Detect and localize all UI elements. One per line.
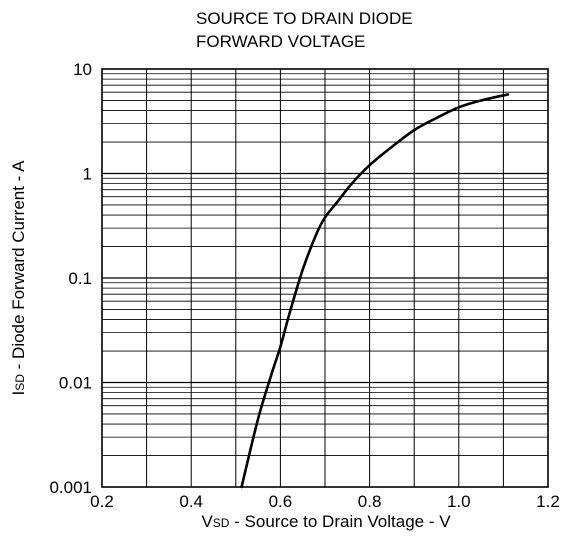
x-tick-label: 1.2 — [536, 492, 560, 511]
x-axis-label-main: V — [201, 512, 213, 531]
major-grid — [102, 69, 548, 487]
x-tick-label: 0.2 — [90, 492, 114, 511]
plot-frame — [101, 68, 549, 488]
y-axis-label: ISD - Diode Forward Current - A — [9, 161, 29, 396]
x-tick-label: 0.6 — [269, 492, 293, 511]
x-axis-ticks: 0.2 0.4 0.6 0.8 1.0 1.2 — [90, 492, 560, 511]
y-tick-label: 1 — [83, 165, 92, 184]
chart-title-line-1: SOURCE TO DRAIN DIODE — [196, 9, 413, 28]
x-tick-label: 1.0 — [447, 492, 471, 511]
x-axis-label: VSD - Source to Drain Voltage - V — [201, 512, 450, 532]
y-axis-label-rest: - Diode Forward Current - A — [9, 160, 28, 375]
y-tick-label: 0.001 — [49, 478, 92, 497]
x-axis-label-rest: - Source to Drain Voltage - V — [229, 512, 451, 531]
y-tick-label: 0.1 — [68, 269, 92, 288]
y-axis-label-main: I — [9, 390, 28, 396]
y-tick-label: 10 — [73, 60, 92, 79]
chart-title-line-2: FORWARD VOLTAGE — [196, 32, 366, 51]
x-axis-label-sub: SD — [212, 516, 230, 530]
series-line — [240, 93, 510, 489]
y-tick-label: 0.01 — [59, 374, 92, 393]
y-axis-label-sub: SD — [13, 374, 27, 391]
x-tick-label: 0.4 — [179, 492, 203, 511]
x-tick-label: 0.8 — [358, 492, 382, 511]
y-axis-ticks: 0.001 0.01 0.1 1 10 — [49, 60, 92, 497]
